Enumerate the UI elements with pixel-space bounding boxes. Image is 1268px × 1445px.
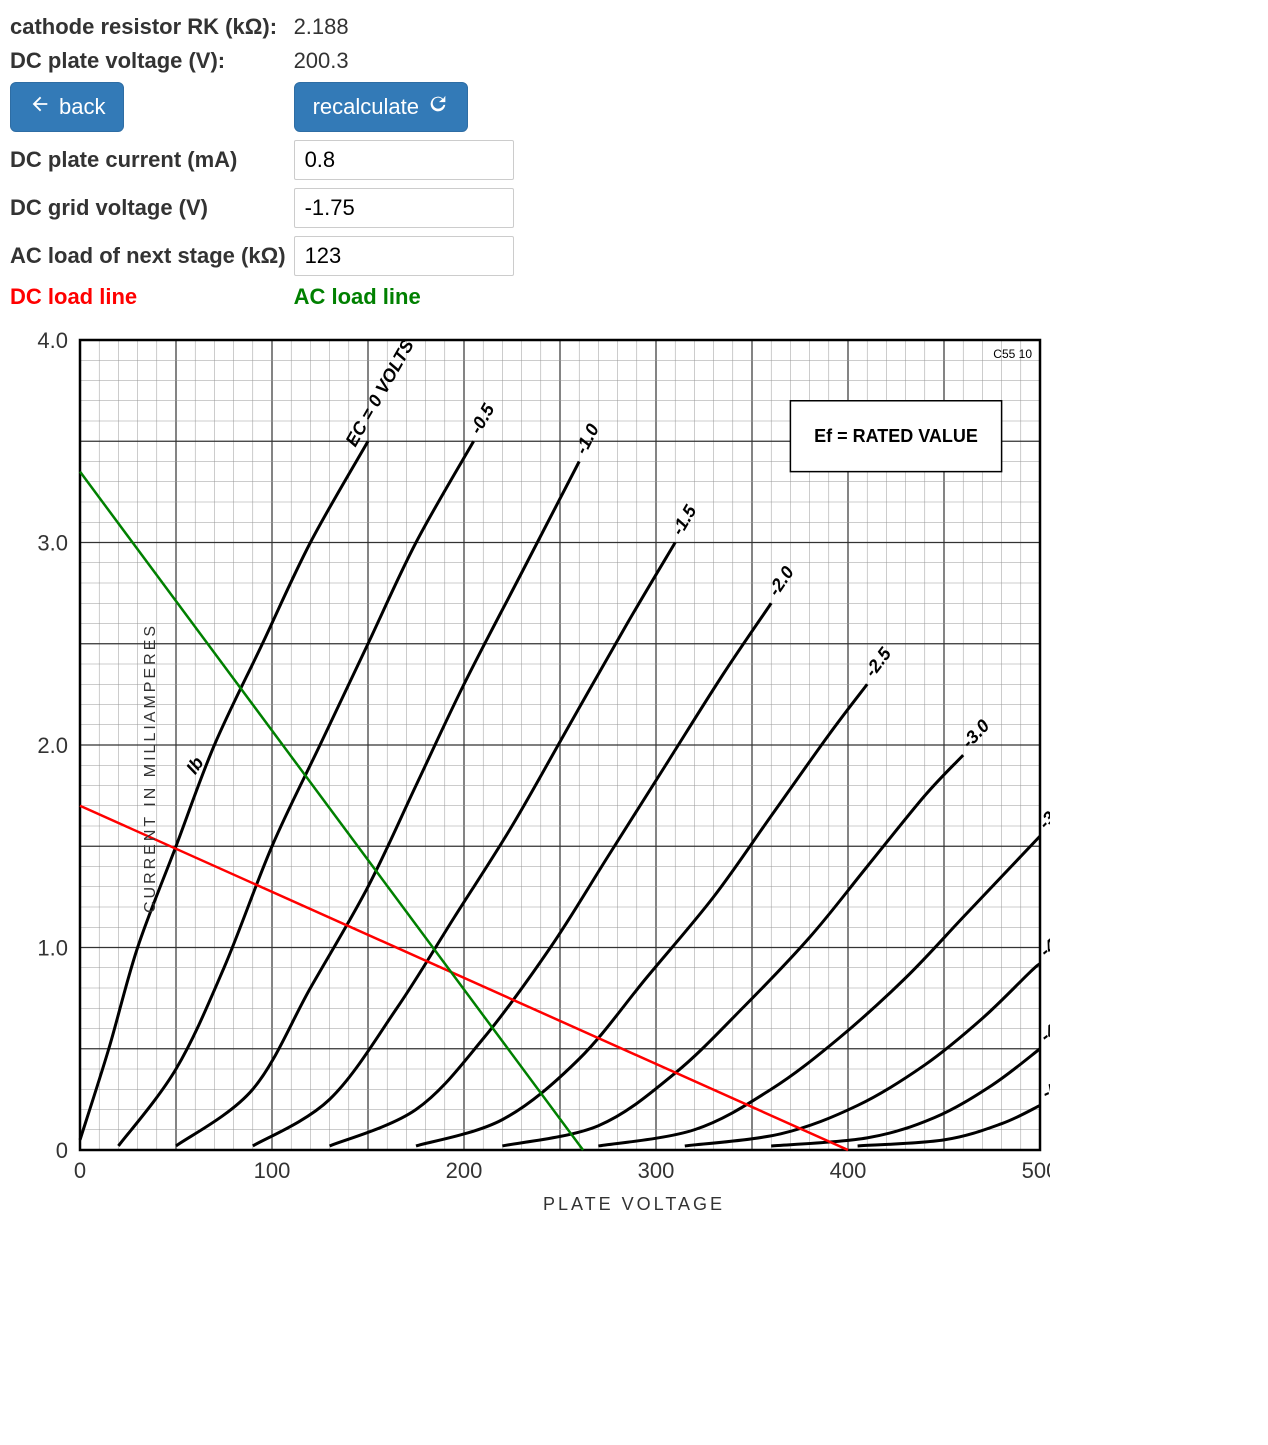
dc-plate-current-input[interactable] [294,140,514,180]
parameter-table: cathode resistor RK (kΩ): 2.188 DC plate… [10,10,522,314]
svg-text:1.0: 1.0 [37,936,68,961]
svg-text:4.0: 4.0 [37,328,68,353]
dc-load-line-label: DC load line [10,280,294,314]
svg-text:500: 500 [1022,1158,1050,1183]
svg-text:0: 0 [74,1158,86,1183]
acload-label: AC load of next stage (kΩ) [10,232,294,280]
dc-grid-voltage-input[interactable] [294,188,514,228]
ac-load-input[interactable] [294,236,514,276]
chart-svg: 010020030040050001.02.03.04.0EC = 0 VOLT… [10,320,1050,1190]
ac-load-line-label: AC load line [294,280,522,314]
svg-text:2.0: 2.0 [37,733,68,758]
chart-ylabel: CURRENT IN MILLIAMPERES [142,622,160,912]
svg-text:C55 10: C55 10 [993,347,1032,361]
svg-text:100: 100 [254,1158,291,1183]
svg-text:300: 300 [638,1158,675,1183]
dcgv-label: DC grid voltage (V) [10,184,294,232]
refresh-icon [427,93,449,121]
plate-curves-chart: CURRENT IN MILLIAMPERES 0 100 200 300 400 500… [10,320,1258,1215]
arrow-left-icon [29,93,51,121]
svg-text:Ef = RATED VALUE: Ef = RATED VALUE [814,426,978,446]
dcpv-value: 200.3 [294,44,522,78]
recalculate-button-label: recalculate [313,94,419,120]
back-button-label: back [59,94,105,120]
dcpc-label: DC plate current (mA) [10,136,294,184]
svg-text:3.0: 3.0 [37,531,68,556]
svg-text:200: 200 [446,1158,483,1183]
svg-text:0: 0 [56,1138,68,1163]
back-button[interactable]: back [10,82,124,132]
rk-label: cathode resistor RK (kΩ): [10,10,294,44]
chart-xlabel: PLATE VOLTAGE [10,1194,1258,1215]
rk-value: 2.188 [294,10,522,44]
dcpv-label: DC plate voltage (V): [10,44,294,78]
svg-text:400: 400 [830,1158,867,1183]
recalculate-button[interactable]: recalculate [294,82,468,132]
